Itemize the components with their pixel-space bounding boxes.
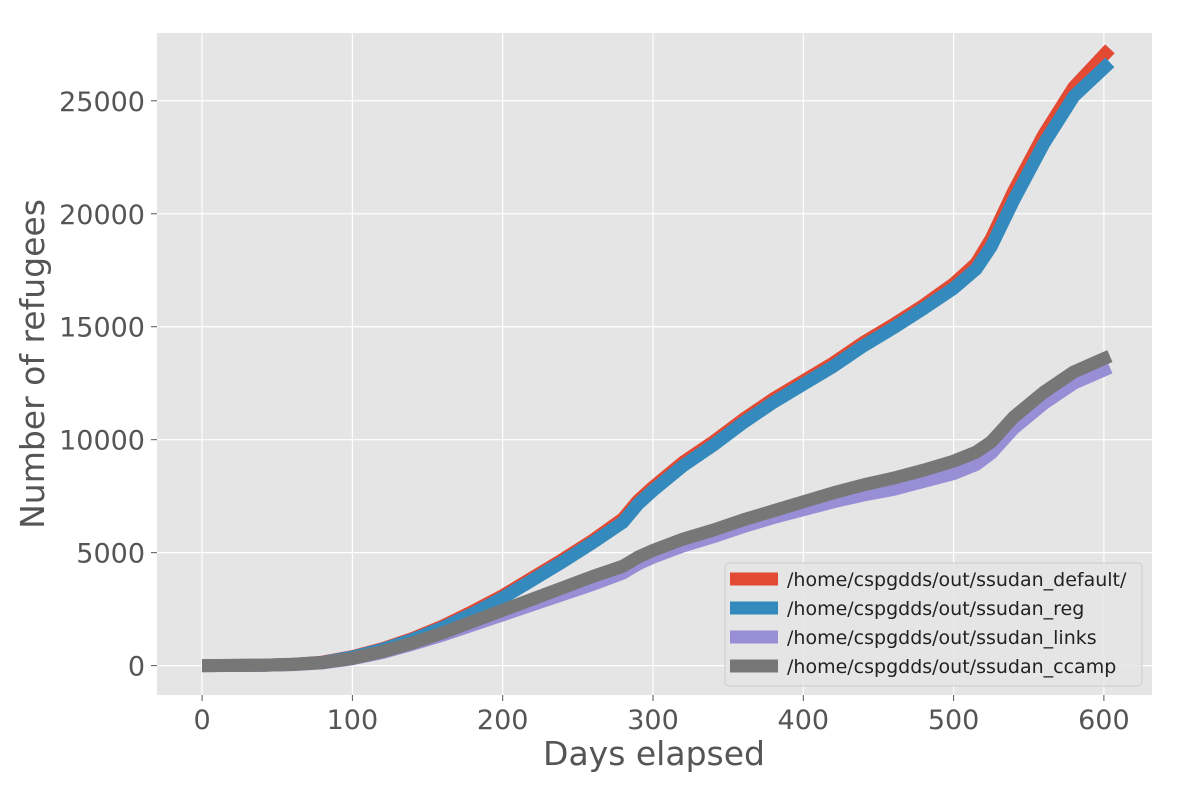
y-tick-label: 15000 <box>59 313 145 344</box>
series-lines <box>202 44 1115 673</box>
legend: /home/cspgdds/out/ssudan_default/ /home/c… <box>724 562 1143 687</box>
legend-label: /home/cspgdds/out/ssudan_default/ <box>787 569 1127 591</box>
x-tick-label: 100 <box>327 705 379 736</box>
series-line-4 <box>202 350 1113 673</box>
legend-label: /home/cspgdds/out/ssudan_links <box>787 627 1097 649</box>
x-axis-label: Days elapsed <box>543 734 765 773</box>
x-tick-label: 200 <box>477 705 529 736</box>
axis-tick-labels: 0 100 200 300 400 500 600 0 5000 10000 15000 20000 2… <box>59 87 1130 736</box>
x-tick-label: 400 <box>778 705 830 736</box>
x-tick-label: 300 <box>627 705 679 736</box>
legend-label: /home/cspgdds/out/ssudan_reg <box>787 598 1084 620</box>
y-tick-label: 20000 <box>59 200 145 231</box>
legend-label: /home/cspgdds/out/ssudan_ccamp <box>787 656 1116 678</box>
y-tick-label: 5000 <box>76 539 145 570</box>
y-tick-label: 25000 <box>59 87 145 118</box>
x-tick-label: 0 <box>193 705 210 736</box>
y-axis-label: Number of refugees <box>13 199 52 529</box>
x-tick-label: 500 <box>928 705 980 736</box>
legend-box <box>724 562 1143 687</box>
y-tick-label: 10000 <box>59 426 145 457</box>
x-tick-label: 600 <box>1078 705 1130 736</box>
y-tick-label: 0 <box>128 652 145 683</box>
